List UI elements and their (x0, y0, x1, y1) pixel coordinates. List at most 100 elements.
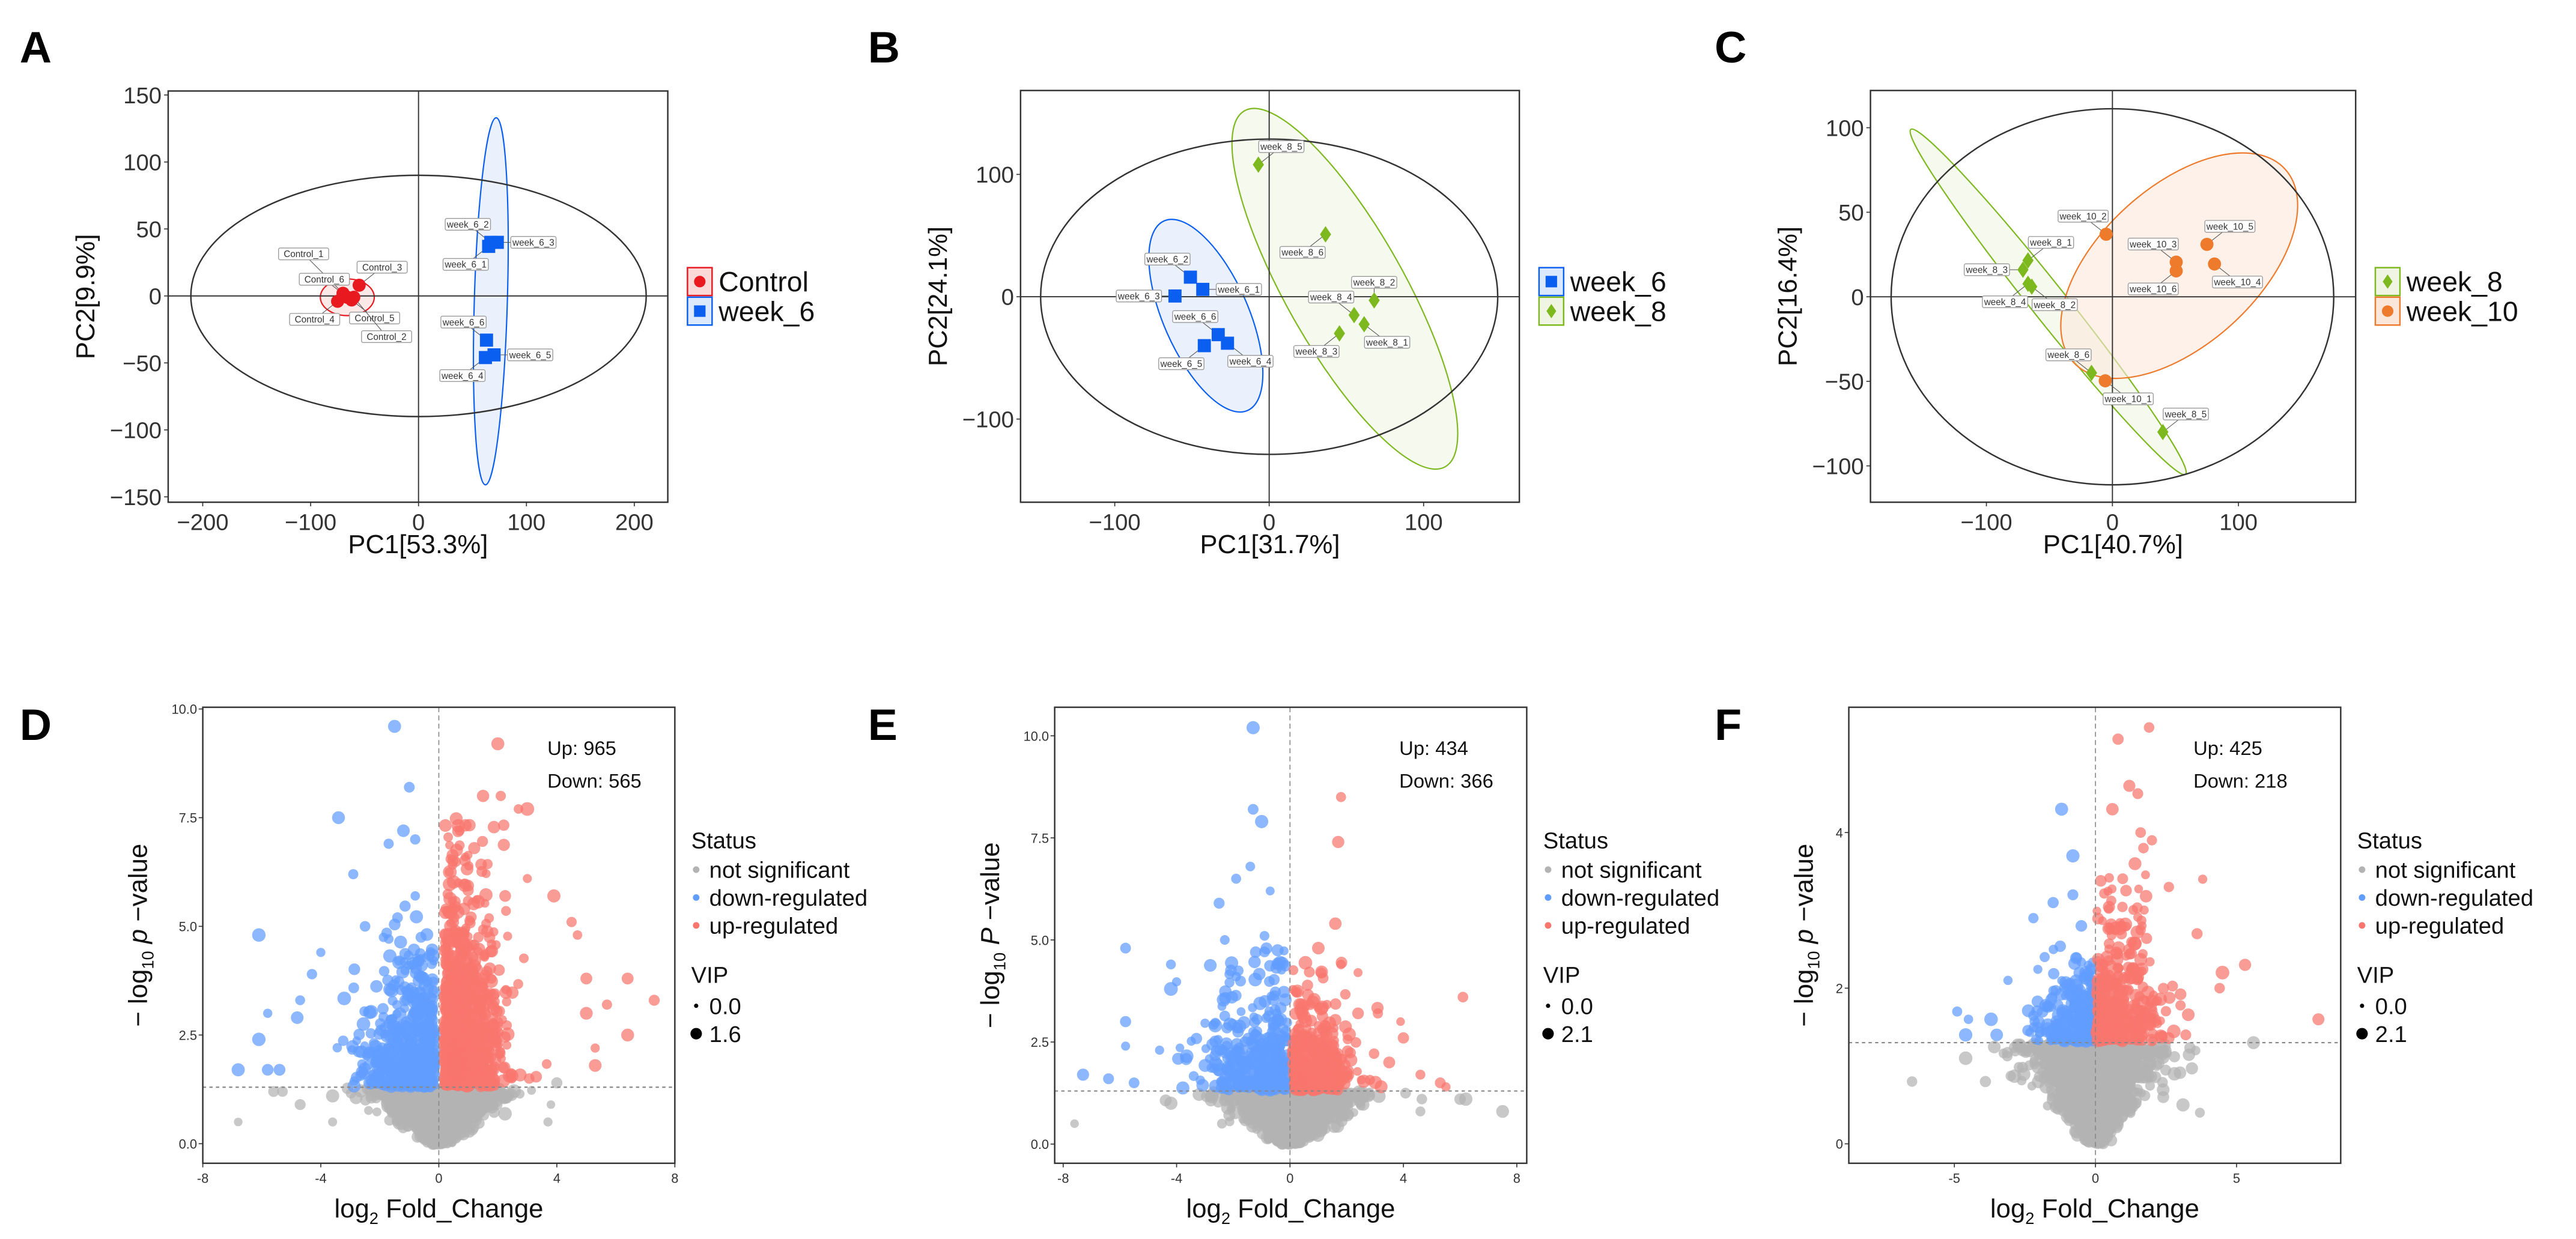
point-down-regulated (1211, 1058, 1224, 1072)
point-not-significant (435, 1131, 448, 1145)
point-not-significant (1331, 1119, 1344, 1133)
y-title-suffix: −value (124, 844, 153, 929)
x-tick-label: 0 (1263, 510, 1275, 536)
point-not-significant (1277, 1095, 1289, 1108)
sample-label: week_6_2 (446, 220, 489, 230)
point-down-regulated (332, 1043, 342, 1053)
sample-label-box (356, 261, 408, 274)
point-down-regulated (1172, 1052, 1185, 1065)
point-up-regulated (502, 997, 512, 1007)
sample-label: week_6_6 (442, 318, 485, 328)
x-axis-title: PC1[53.3%] (348, 530, 488, 559)
sample-label-box (440, 315, 487, 329)
sample-label: week_8_3 (1295, 347, 1338, 357)
point-down-regulated (424, 1052, 435, 1062)
x-tick-label: 0 (435, 1171, 442, 1186)
y-title-prefix: − log (124, 969, 153, 1027)
point-not-significant (546, 1100, 556, 1109)
ellipse-week_8 (1231, 108, 1459, 470)
sample-label: Control_3 (362, 262, 402, 273)
legend-marker-square (694, 305, 706, 317)
sample-label: week_6_1 (1217, 285, 1260, 295)
sample-label-box (1963, 263, 2010, 276)
sample-label: week_6_3 (512, 238, 554, 248)
legend-marker-circle (694, 276, 706, 288)
point-down-regulated (252, 1032, 266, 1046)
legend-vip-label: 0.0 (709, 993, 741, 1019)
sample-point (2017, 261, 2029, 278)
point-down-regulated (412, 1057, 423, 1068)
sample-point (2169, 264, 2183, 278)
x-axis-title: PC1[31.7%] (1200, 530, 1340, 559)
panel-b: Bweek_6_2week_6_1week_6_3week_6_6week_6_… (868, 22, 1666, 559)
sample-label-box (1258, 140, 1305, 153)
point-down-regulated (231, 1063, 245, 1077)
x-tick-label: 0 (2106, 510, 2119, 536)
sample-point (2026, 278, 2038, 295)
point-up-regulated (496, 790, 506, 801)
sample-point (1168, 289, 1182, 303)
point-up-regulated (480, 898, 490, 908)
point-down-regulated (337, 992, 351, 1005)
sample-label-box (1982, 295, 2028, 309)
point-not-significant (1276, 1122, 1289, 1135)
sample-label: week_10_4 (2213, 277, 2261, 288)
point-not-significant (389, 1091, 403, 1105)
legend-status-label: down-regulated (709, 885, 867, 911)
point-not-significant (498, 1107, 512, 1121)
point-not-significant (1259, 1099, 1272, 1112)
legend-status-label: not significant (709, 858, 850, 883)
y-tick-label: −100 (110, 417, 162, 443)
point-down-regulated (407, 1036, 418, 1047)
point-up-regulated (573, 930, 583, 940)
sample-label-box (2212, 276, 2263, 289)
point-up-regulated (481, 869, 491, 879)
point-up-regulated (520, 802, 535, 816)
y-tick-label: −100 (962, 407, 1014, 432)
y-axis-title: − log10 p −value (124, 844, 157, 1027)
sample-label: week_6_5 (509, 350, 551, 360)
point-up-regulated (601, 999, 612, 1010)
point-up-regulated (452, 1008, 461, 1018)
point-up-regulated (468, 954, 482, 967)
point-down-regulated (424, 950, 435, 961)
sample-label: week_8_2 (2033, 300, 2076, 311)
point-down-regulated (1250, 946, 1262, 958)
point-not-significant (326, 1089, 339, 1103)
points (1070, 721, 1510, 1150)
point-up-regulated (497, 838, 510, 851)
sample-point (2086, 365, 2097, 381)
point-down-regulated (273, 1064, 286, 1076)
y-title-subscript: 10 (139, 951, 157, 969)
x-title-base: log (334, 1194, 369, 1223)
point-not-significant (234, 1117, 243, 1127)
panel-letter: B (868, 22, 900, 72)
point-not-significant (268, 1086, 279, 1097)
sample-label-box (361, 330, 412, 344)
sample-point (1368, 292, 1380, 309)
point-up-regulated (589, 1059, 602, 1072)
point-down-regulated (1176, 1081, 1189, 1095)
point-not-significant (1227, 1103, 1236, 1113)
point-down-regulated (404, 781, 415, 793)
point-down-regulated (422, 1062, 431, 1071)
point-up-regulated (455, 998, 469, 1011)
x-tick-label: 0 (412, 510, 425, 536)
point-down-regulated (399, 948, 411, 960)
point-up-regulated (499, 986, 512, 999)
sample-label-box (2045, 348, 2092, 362)
point-down-regulated (1233, 965, 1244, 976)
point-down-regulated (306, 969, 317, 980)
x-tick-label: −100 (1089, 510, 1141, 536)
point-down-regulated (348, 869, 359, 880)
sample-point (2200, 237, 2214, 251)
point-up-regulated (505, 1068, 518, 1083)
point-down-regulated (1196, 1079, 1209, 1092)
point-down-regulated (410, 967, 422, 980)
point-up-regulated (452, 1048, 465, 1060)
sample-label-box (2028, 236, 2074, 249)
sample-label: Control_4 (295, 315, 335, 325)
point-down-regulated (352, 1036, 361, 1046)
point-down-regulated (384, 983, 399, 998)
point-down-regulated (1278, 986, 1290, 998)
